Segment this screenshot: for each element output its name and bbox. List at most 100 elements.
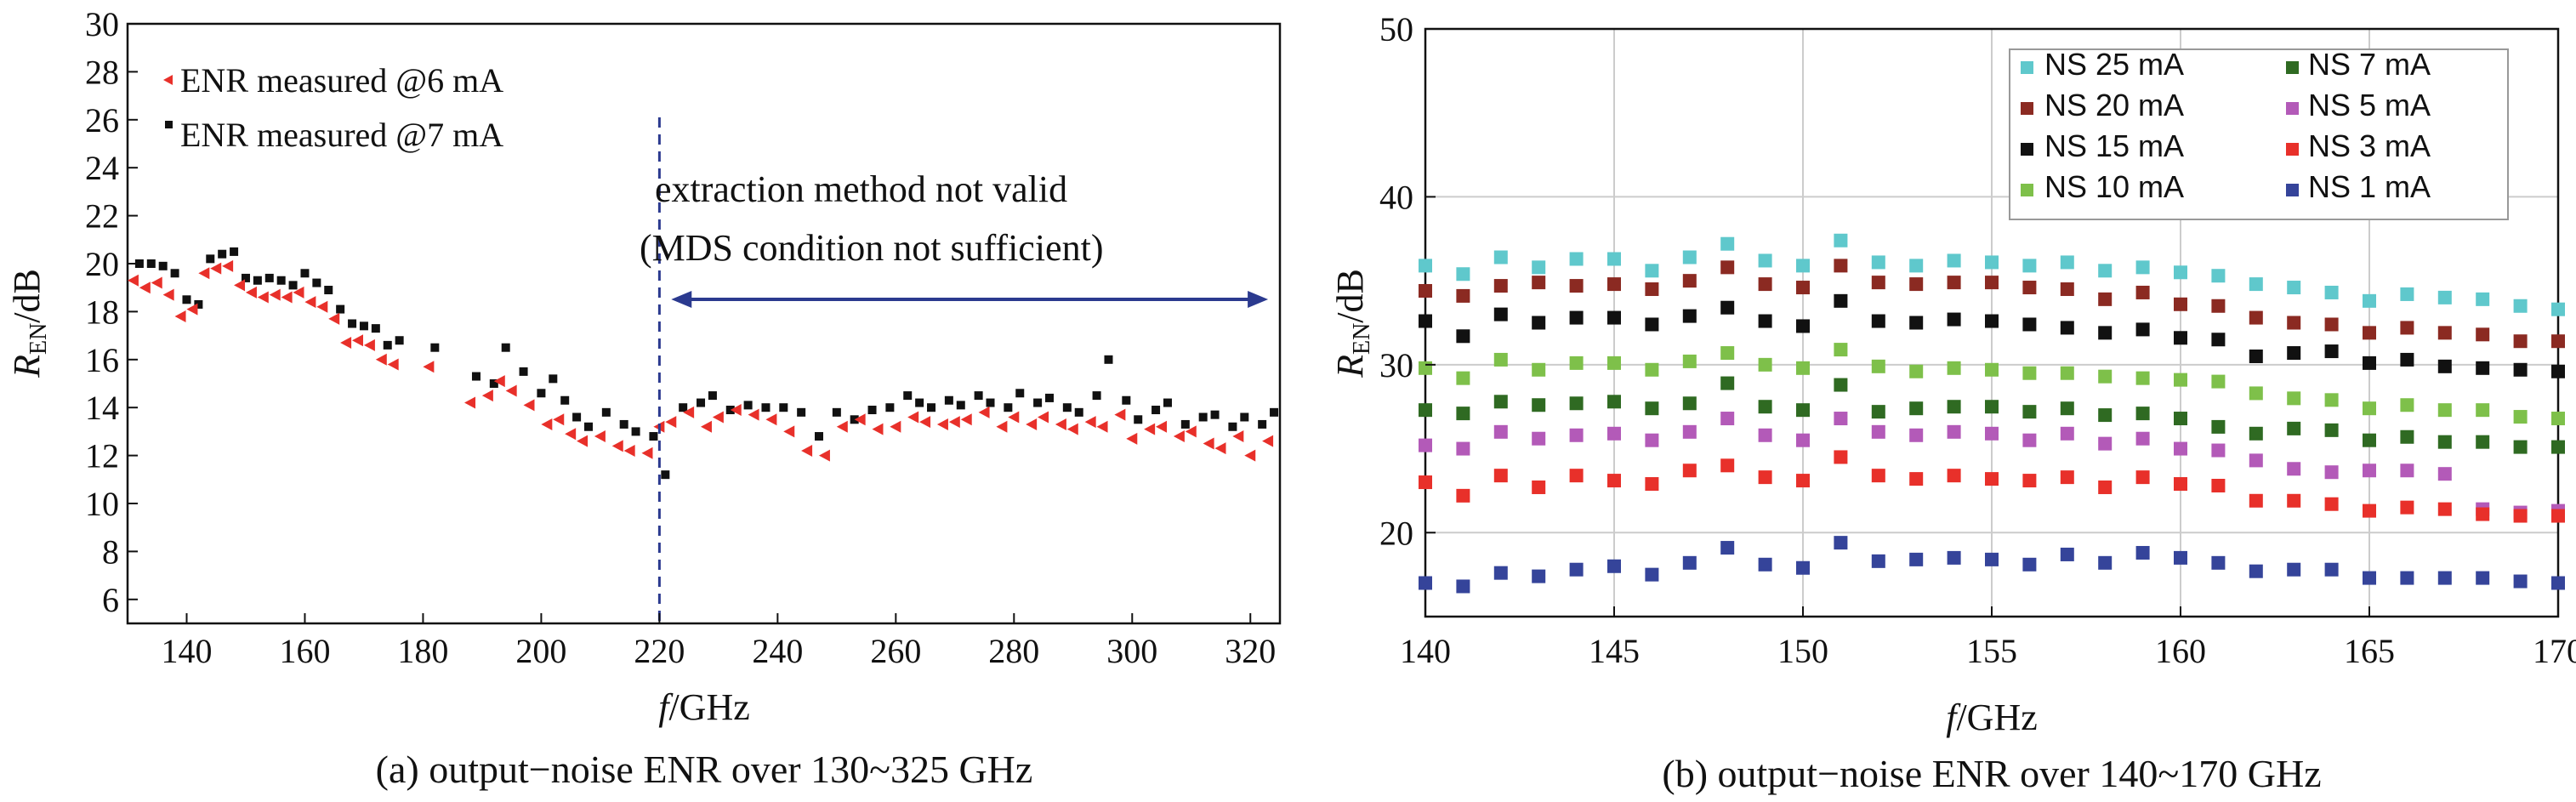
x-tick-label: 165 bbox=[2344, 632, 2395, 670]
point-ns-3-ma bbox=[1758, 470, 1772, 485]
point-7ma bbox=[218, 249, 227, 259]
y-tick-label: 40 bbox=[1379, 178, 1413, 216]
y-tick-label: 30 bbox=[85, 5, 119, 43]
point-ns-10-ma bbox=[2287, 391, 2301, 406]
point-6ma bbox=[611, 440, 623, 452]
point-6ma bbox=[641, 447, 653, 459]
point-7ma bbox=[927, 403, 936, 412]
point-ns-10-ma bbox=[2437, 403, 2452, 418]
point-6ma bbox=[316, 300, 328, 313]
point-ns-7-ma bbox=[2211, 419, 2226, 434]
panel-b-points bbox=[1419, 233, 2565, 594]
point-ns-3-ma bbox=[2174, 477, 2187, 492]
panel-a-legend: ENR measured @6 mA ENR measured @7 mA bbox=[163, 61, 503, 154]
panel-a-plot-frame bbox=[126, 22, 1282, 625]
point-ns-1-ma bbox=[2211, 555, 2226, 570]
point-7ma bbox=[708, 391, 717, 401]
x-tick-label: 300 bbox=[1106, 632, 1157, 670]
point-7ma bbox=[1180, 419, 1190, 429]
point-7ma bbox=[383, 340, 392, 350]
point-ns-1-ma bbox=[2135, 545, 2150, 560]
point-7ma bbox=[549, 374, 558, 384]
point-7ma bbox=[134, 259, 144, 268]
x-tick-label: 150 bbox=[1777, 632, 1828, 670]
point-6ma bbox=[1173, 430, 1185, 443]
point-6ma bbox=[948, 416, 960, 429]
point-6ma bbox=[340, 337, 352, 350]
point-ns-10-ma bbox=[2324, 393, 2339, 407]
point-7ma bbox=[572, 412, 582, 422]
point-ns-5-ma bbox=[1569, 428, 1584, 442]
point-7ma bbox=[182, 295, 191, 304]
panel-b-x-axis-label: f/GHz bbox=[1946, 697, 2038, 738]
legend-label: NS 7 mA bbox=[2308, 47, 2431, 82]
point-ns-3-ma bbox=[2287, 493, 2301, 508]
point-ns-7-ma bbox=[2363, 433, 2376, 447]
point-ns-20-ma bbox=[2135, 285, 2150, 299]
point-ns-20-ma bbox=[2249, 310, 2263, 325]
point-6ma bbox=[245, 286, 257, 299]
point-6ma bbox=[1066, 423, 1078, 435]
point-ns-25-ma bbox=[2437, 290, 2452, 304]
point-ns-7-ma bbox=[1682, 396, 1697, 411]
point-7ma bbox=[300, 269, 310, 278]
point-6ma bbox=[919, 416, 931, 429]
point-6ma bbox=[363, 338, 375, 351]
point-7ma bbox=[1240, 412, 1249, 422]
point-ns-15-ma bbox=[1607, 310, 1621, 325]
point-ns-5-ma bbox=[2135, 431, 2150, 446]
point-7ma bbox=[194, 299, 203, 309]
point-ns-5-ma bbox=[1419, 438, 1432, 452]
point-ns-3-ma bbox=[1834, 450, 1848, 464]
point-ns-1-ma bbox=[2363, 571, 2376, 585]
point-ns-5-ma bbox=[1607, 426, 1621, 441]
point-7ma bbox=[631, 427, 640, 436]
point-6ma bbox=[162, 288, 174, 301]
point-7ma bbox=[584, 422, 593, 431]
point-6ma bbox=[1262, 435, 1274, 447]
y-tick-label: 8 bbox=[102, 532, 119, 571]
point-6ma bbox=[1084, 416, 1096, 429]
point-ns-5-ma bbox=[1834, 412, 1848, 426]
point-6ma bbox=[328, 312, 340, 325]
point-6ma bbox=[1096, 420, 1108, 433]
point-ns-7-ma bbox=[2060, 401, 2074, 416]
y-tick-label: 20 bbox=[1379, 514, 1413, 552]
point-7ma bbox=[348, 319, 357, 328]
point-ns-10-ma bbox=[2174, 373, 2187, 387]
point-7ma bbox=[158, 261, 168, 270]
point-ns-25-ma bbox=[1456, 267, 1470, 282]
point-ns-20-ma bbox=[1493, 279, 1508, 293]
point-6ma bbox=[960, 413, 972, 426]
point-6ma bbox=[1203, 437, 1214, 450]
point-ns-7-ma bbox=[1720, 376, 1735, 390]
point-7ma bbox=[743, 401, 753, 410]
point-7ma bbox=[206, 254, 215, 264]
point-ns-5-ma bbox=[1909, 428, 1924, 442]
point-ns-10-ma bbox=[1682, 354, 1697, 368]
point-7ma bbox=[501, 343, 510, 352]
panel-a-caption: (a) output−noise ENR over 130~325 GHz bbox=[376, 748, 1033, 791]
point-ns-25-ma bbox=[2513, 299, 2528, 313]
point-ns-7-ma bbox=[1834, 378, 1848, 392]
point-ns-20-ma bbox=[1985, 276, 1999, 290]
point-ns-25-ma bbox=[2363, 293, 2376, 308]
point-6ma bbox=[854, 413, 866, 426]
point-ns-1-ma bbox=[1947, 550, 1961, 565]
point-7ma bbox=[1033, 398, 1043, 407]
point-ns-25-ma bbox=[2400, 287, 2414, 301]
point-ns-10-ma bbox=[2249, 386, 2263, 401]
point-6ma bbox=[553, 413, 565, 426]
point-ns-20-ma bbox=[2551, 334, 2565, 349]
point-ns-20-ma bbox=[1947, 276, 1961, 290]
panel-b-caption: (b) output−noise ENR over 140~170 GHz bbox=[1662, 752, 2321, 795]
point-ns-15-ma bbox=[1645, 317, 1659, 332]
point-ns-10-ma bbox=[2022, 366, 2037, 380]
point-7ma bbox=[832, 407, 841, 417]
point-ns-7-ma bbox=[2287, 421, 2301, 435]
point-ns-3-ma bbox=[1871, 469, 1885, 483]
point-6ma bbox=[1244, 449, 1256, 462]
point-ns-5-ma bbox=[2174, 441, 2187, 456]
y-tick-label: 24 bbox=[85, 149, 119, 187]
panel-b-legend: NS 25 mA NS 20 mA NS 15 mA NS 10 mA NS 7 mA N… bbox=[2009, 47, 2509, 220]
